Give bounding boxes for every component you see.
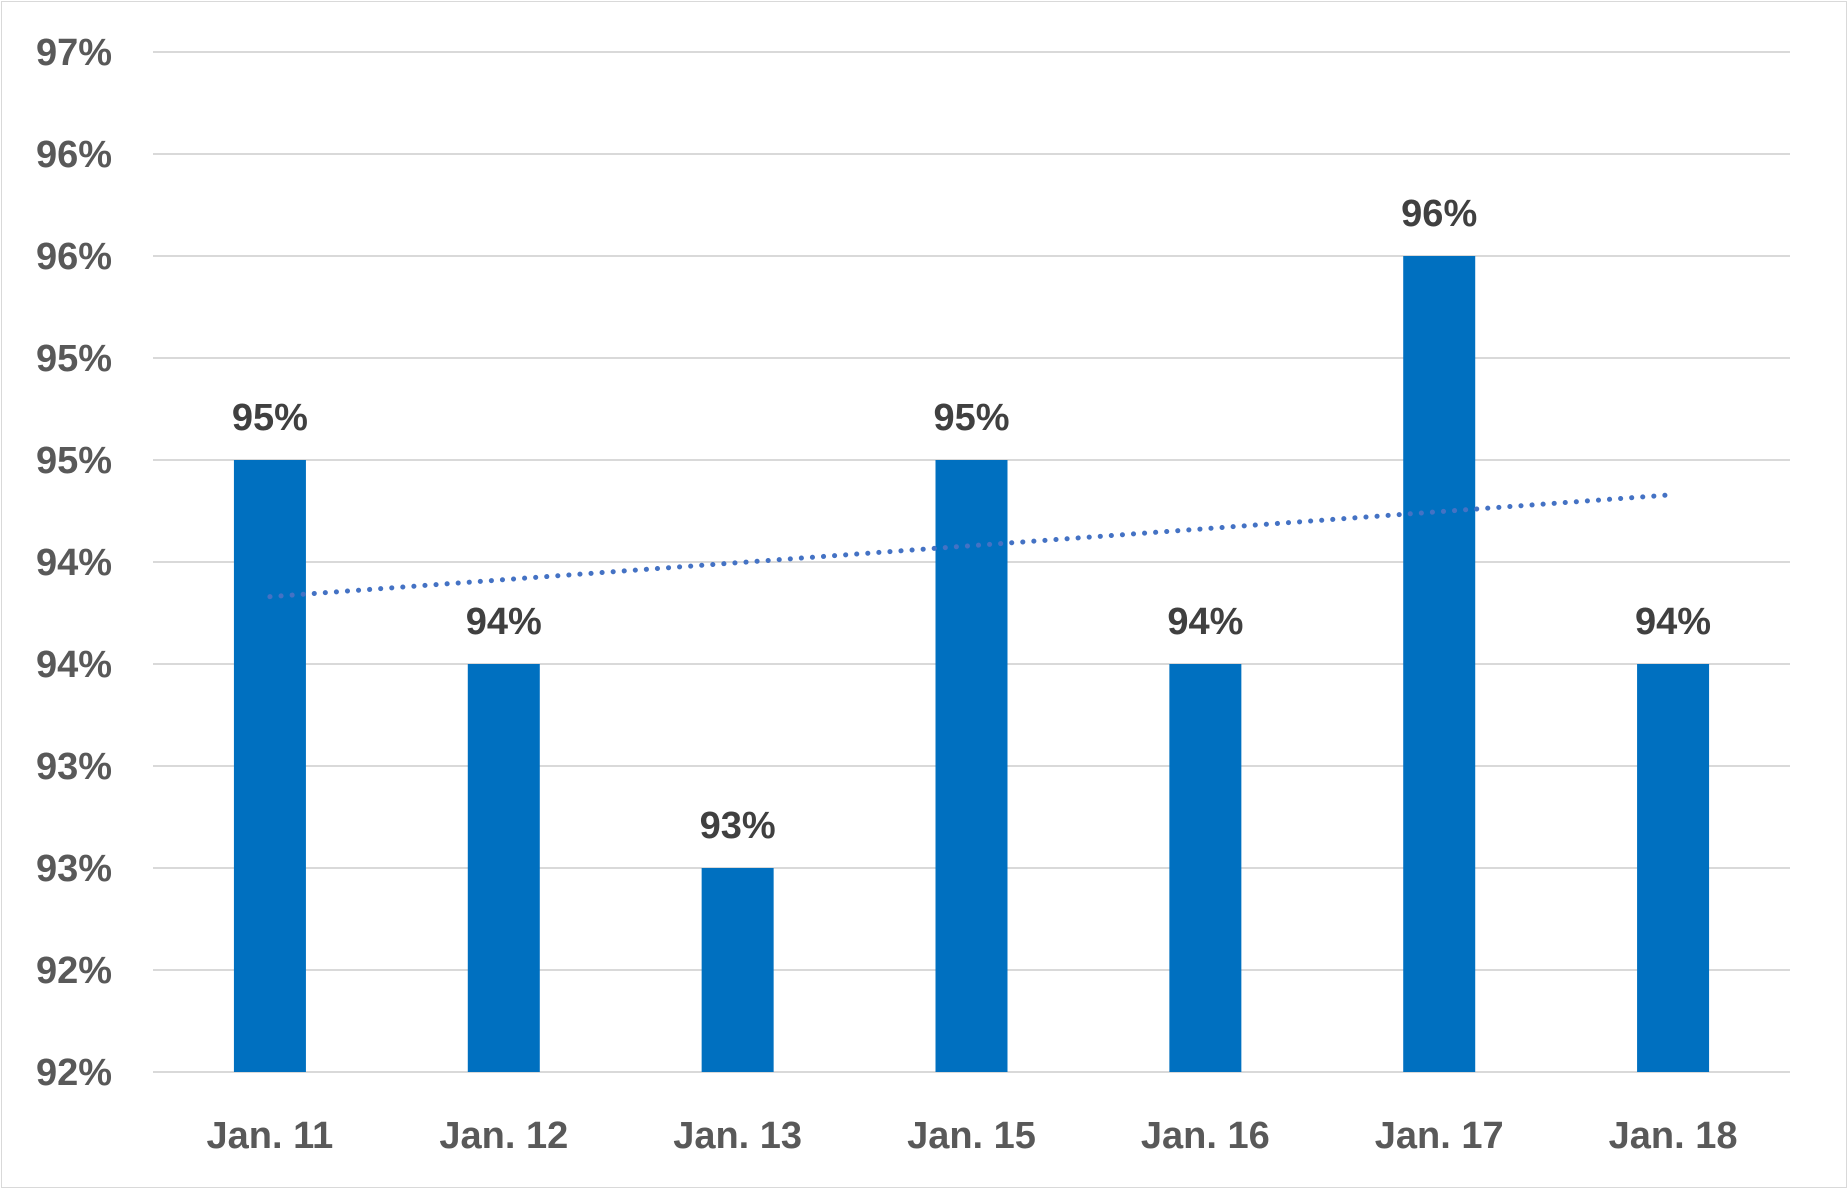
x-axis-category-labels: Jan. 11 Jan. 12 Jan. 13 Jan. 15 Jan. 16 Jan. … bbox=[207, 1115, 1738, 1157]
y-tick-label: 95% bbox=[36, 440, 112, 482]
bar bbox=[935, 460, 1008, 1072]
y-tick-label: 93% bbox=[36, 848, 112, 890]
trendline bbox=[267, 492, 1676, 600]
x-category-label: Jan. 13 bbox=[673, 1115, 802, 1157]
data-label: 94% bbox=[466, 601, 542, 643]
y-axis-tick-labels: 92% 92% 93% 93% 94% 94% 95% 95% 96% 96% 97% bbox=[36, 32, 112, 1094]
x-category-label: Jan. 15 bbox=[907, 1115, 1036, 1157]
trendline-line bbox=[267, 492, 1676, 600]
y-tick-label: 94% bbox=[36, 542, 112, 584]
x-category-label: Jan. 18 bbox=[1609, 1115, 1738, 1157]
y-tick-label: 92% bbox=[36, 1052, 112, 1094]
bar bbox=[1637, 664, 1710, 1072]
y-tick-label: 92% bbox=[36, 950, 112, 992]
x-category-label: Jan. 16 bbox=[1141, 1115, 1270, 1157]
bar bbox=[1169, 664, 1242, 1072]
y-tick-label: 96% bbox=[36, 236, 112, 278]
data-label: 93% bbox=[700, 805, 776, 847]
y-tick-label: 93% bbox=[36, 746, 112, 788]
data-label: 96% bbox=[1401, 193, 1477, 235]
y-tick-label: 97% bbox=[36, 32, 112, 74]
x-category-label: Jan. 17 bbox=[1375, 1115, 1504, 1157]
y-tick-label: 96% bbox=[36, 134, 112, 176]
data-labels: 95% 94% 93% 95% 94% 96% 94% bbox=[232, 193, 1711, 847]
x-category-label: Jan. 12 bbox=[439, 1115, 568, 1157]
data-label: 94% bbox=[1635, 601, 1711, 643]
bar bbox=[701, 868, 774, 1072]
bar bbox=[467, 664, 540, 1072]
x-category-label: Jan. 11 bbox=[207, 1115, 334, 1157]
data-label: 95% bbox=[232, 397, 308, 439]
gridlines bbox=[153, 51, 1790, 1073]
y-tick-label: 94% bbox=[36, 644, 112, 686]
bar bbox=[233, 460, 306, 1072]
bars bbox=[233, 256, 1710, 1072]
data-label: 94% bbox=[1167, 601, 1243, 643]
bar bbox=[1403, 256, 1476, 1072]
data-label: 95% bbox=[933, 397, 1009, 439]
y-tick-label: 95% bbox=[36, 338, 112, 380]
